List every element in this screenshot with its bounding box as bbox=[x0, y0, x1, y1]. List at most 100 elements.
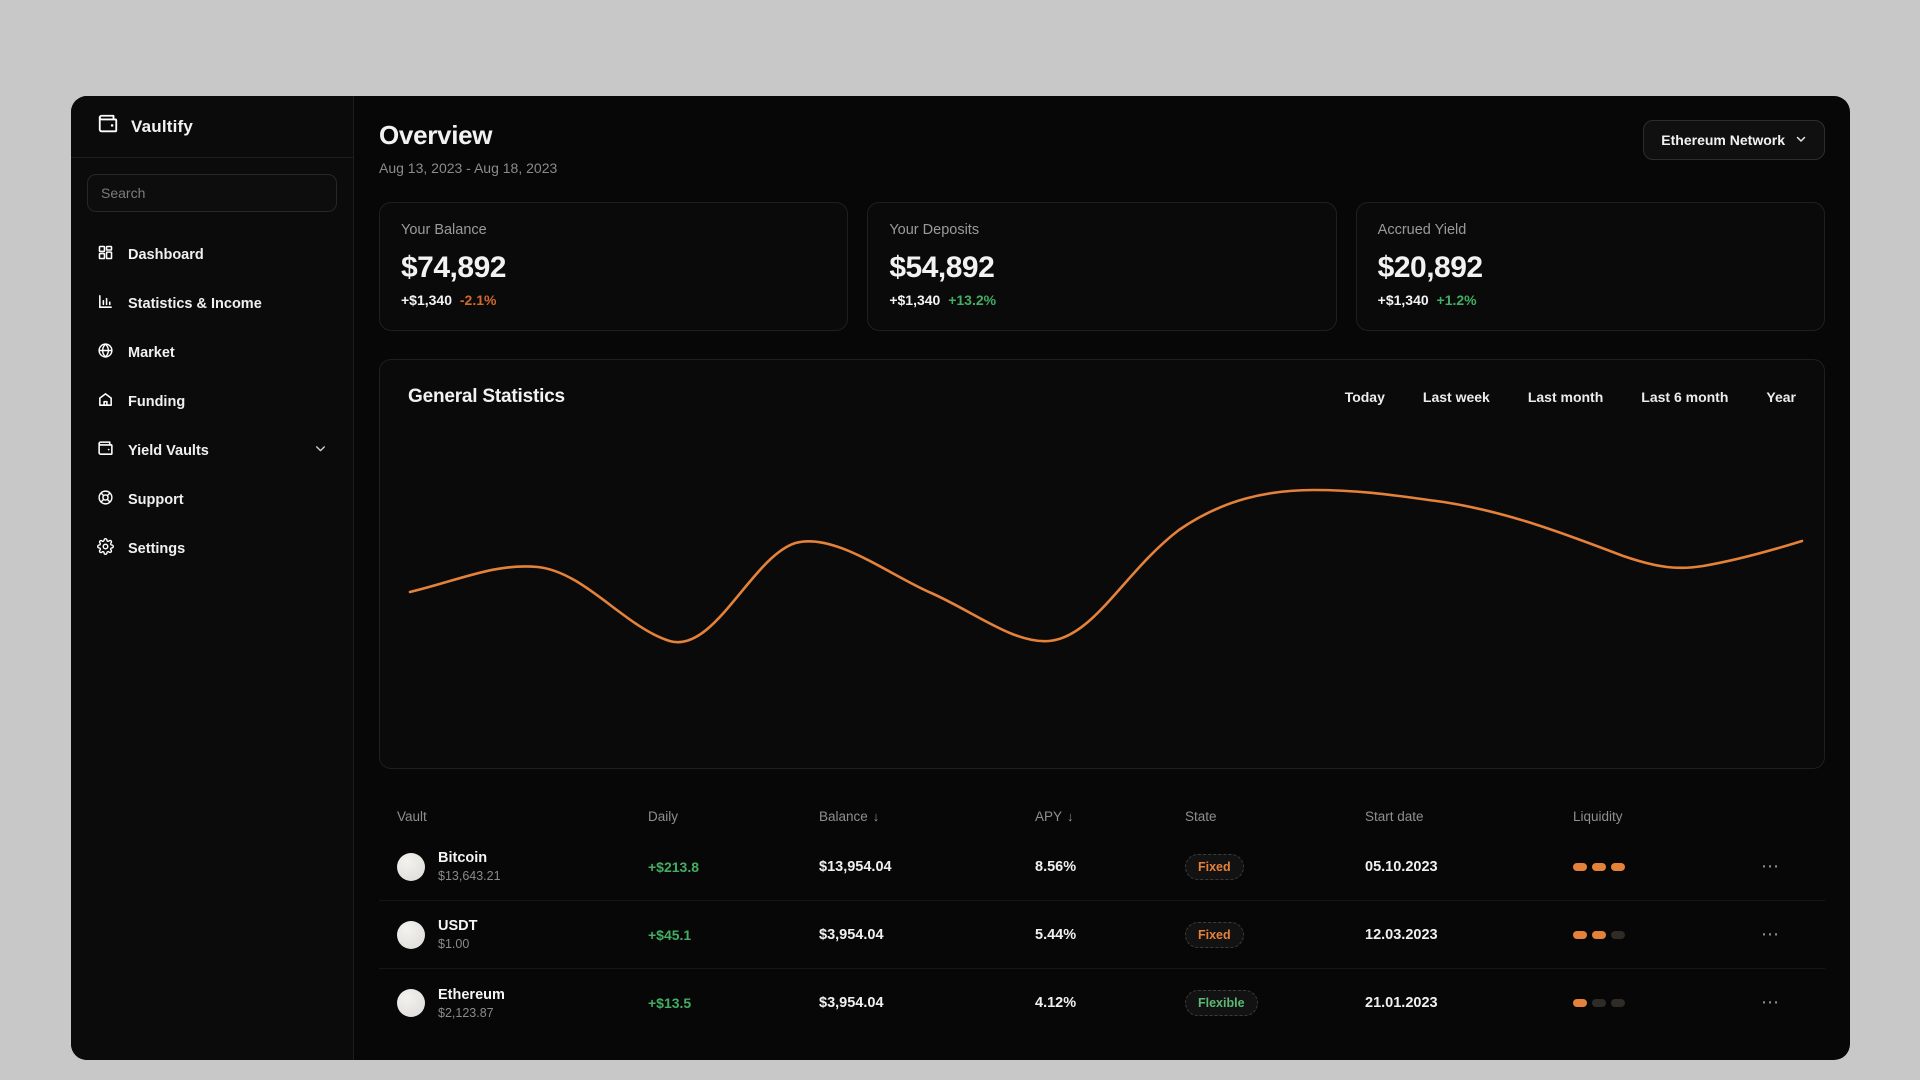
sidebar-menu: Dashboard Statistics & Income Market bbox=[71, 230, 353, 573]
sidebar-item-dashboard[interactable]: Dashboard bbox=[71, 230, 353, 279]
sidebar-item-label: Support bbox=[128, 491, 184, 508]
balance-value: $13,954.04 bbox=[819, 858, 892, 875]
liquidity-pill-active bbox=[1611, 862, 1625, 871]
brand: Vaultify bbox=[71, 96, 353, 158]
sort-desc-icon: ↓ bbox=[1067, 808, 1074, 824]
balance-value: $3,954.04 bbox=[819, 995, 884, 1011]
filter-today[interactable]: Today bbox=[1344, 389, 1385, 405]
card-delta: +$1,340 bbox=[401, 292, 452, 308]
more-options-button[interactable]: ⋯ bbox=[1761, 923, 1780, 944]
liquidity-pill-active bbox=[1592, 930, 1606, 939]
col-start-date[interactable]: Start date bbox=[1365, 808, 1424, 824]
brand-name: Vaultify bbox=[131, 116, 194, 136]
col-balance[interactable]: Balance ↓ bbox=[819, 808, 880, 824]
table-header: Vault Daily Balance ↓ APY ↓ State Start da… bbox=[379, 799, 1825, 833]
daily-change: +$213.8 bbox=[648, 858, 699, 875]
lifebuoy-icon bbox=[97, 489, 114, 510]
liquidity-indicator bbox=[1573, 999, 1743, 1007]
card-value: $74,892 bbox=[401, 251, 506, 284]
card-delta-pct: -2.1% bbox=[459, 292, 497, 308]
sidebar-item-support[interactable]: Support bbox=[71, 475, 353, 524]
daily-change: +$13.5 bbox=[648, 995, 692, 1011]
liquidity-pill-active bbox=[1573, 999, 1587, 1007]
card-delta: +$1,340 bbox=[1377, 292, 1429, 308]
card-value: $20,892 bbox=[1377, 251, 1483, 284]
liquidity-pill-inactive bbox=[1611, 930, 1625, 939]
filter-year[interactable]: Year bbox=[1766, 389, 1796, 405]
state-badge: Flexible bbox=[1185, 990, 1258, 1016]
liquidity-indicator bbox=[1573, 862, 1743, 871]
more-options-button[interactable]: ⋯ bbox=[1761, 855, 1780, 876]
state-badge: Fixed bbox=[1185, 921, 1244, 948]
section-title: General Statistics bbox=[408, 386, 565, 407]
vault-price: $2,123.87 bbox=[438, 1005, 494, 1020]
sidebar-item-market[interactable]: Market bbox=[71, 328, 353, 377]
card-delta: +$1,340 bbox=[889, 292, 941, 308]
apy-value: 5.44% bbox=[1035, 926, 1077, 943]
sidebar-item-label: Statistics & Income bbox=[128, 295, 262, 312]
line-chart bbox=[408, 488, 1804, 644]
date-range: Aug 13, 2023 - Aug 18, 2023 bbox=[379, 160, 558, 176]
stat-card-yield: Accrued Yield $20,892 +$1,340 +1.2% bbox=[1355, 202, 1825, 331]
card-delta-pct: +1.2% bbox=[1436, 292, 1477, 308]
vault-price: $13,643.21 bbox=[438, 869, 501, 883]
sidebar-item-statistics[interactable]: Statistics & Income bbox=[71, 279, 353, 328]
col-daily[interactable]: Daily bbox=[648, 808, 679, 824]
card-label: Your Balance bbox=[401, 222, 487, 238]
page-title: Overview bbox=[379, 120, 493, 150]
vault-name: Bitcoin bbox=[438, 850, 488, 866]
chevron-down-icon bbox=[314, 442, 327, 459]
start-date: 21.01.2023 bbox=[1365, 995, 1438, 1011]
bar-chart-icon bbox=[97, 293, 114, 314]
card-label: Your Deposits bbox=[889, 222, 980, 238]
sidebar-item-label: Yield Vaults bbox=[128, 442, 209, 459]
card-delta-pct: +13.2% bbox=[948, 292, 997, 308]
sidebar-item-label: Settings bbox=[128, 540, 186, 557]
vaults-table: Vault Daily Balance ↓ APY ↓ State Start da… bbox=[379, 799, 1825, 1037]
apy-value: 8.56% bbox=[1035, 858, 1077, 875]
sidebar-item-settings[interactable]: Settings bbox=[71, 524, 353, 573]
chevron-down-icon bbox=[1795, 132, 1807, 148]
coin-avatar bbox=[397, 852, 425, 881]
sidebar-item-label: Market bbox=[128, 344, 175, 361]
main-content: Overview Aug 13, 2023 - Aug 18, 2023 Eth… bbox=[354, 96, 1850, 1060]
coin-avatar bbox=[397, 920, 425, 949]
time-filters: Today Last week Last month Last 6 month … bbox=[1345, 389, 1796, 405]
filter-last-6-month[interactable]: Last 6 month bbox=[1641, 389, 1729, 405]
general-statistics-panel: General Statistics Today Last week Last … bbox=[379, 359, 1825, 769]
app-window: Vaultify Dashboard bbox=[71, 96, 1850, 1060]
network-selector-button[interactable]: Ethereum Network bbox=[1643, 120, 1825, 160]
card-value: $54,892 bbox=[889, 251, 995, 284]
col-vault[interactable]: Vault bbox=[397, 808, 427, 824]
wallet-icon bbox=[97, 440, 114, 461]
sidebar-item-label: Funding bbox=[128, 393, 186, 410]
liquidity-pill-active bbox=[1573, 862, 1587, 871]
col-liquidity[interactable]: Liquidity bbox=[1573, 808, 1623, 824]
liquidity-pill-active bbox=[1592, 862, 1606, 871]
col-apy[interactable]: APY ↓ bbox=[1035, 808, 1074, 824]
filter-last-month[interactable]: Last month bbox=[1527, 389, 1604, 405]
sidebar-item-yield-vaults[interactable]: Yield Vaults bbox=[71, 426, 353, 475]
table-row[interactable]: Ethereum $2,123.87 +$13.5 $3,954.04 4.12… bbox=[379, 969, 1825, 1037]
start-date: 05.10.2023 bbox=[1365, 858, 1438, 875]
vault-name: USDT bbox=[438, 918, 478, 934]
col-state[interactable]: State bbox=[1185, 808, 1217, 824]
vault-name: Ethereum bbox=[438, 986, 505, 1003]
gear-icon bbox=[97, 538, 114, 559]
stat-cards: Your Balance $74,892 +$1,340 -2.1% Your … bbox=[379, 202, 1825, 331]
filter-last-week[interactable]: Last week bbox=[1422, 389, 1490, 405]
card-label: Accrued Yield bbox=[1377, 222, 1467, 238]
globe-icon bbox=[97, 342, 114, 363]
liquidity-pill-active bbox=[1573, 930, 1587, 939]
more-options-button[interactable]: ⋯ bbox=[1761, 992, 1780, 1012]
balance-value: $3,954.04 bbox=[819, 926, 884, 943]
stat-card-balance: Your Balance $74,892 +$1,340 -2.1% bbox=[379, 202, 849, 331]
state-badge: Fixed bbox=[1185, 853, 1244, 880]
sidebar-item-funding[interactable]: Funding bbox=[71, 377, 353, 426]
table-row[interactable]: Bitcoin $13,643.21 +$213.8 $13,954.04 8.… bbox=[379, 833, 1825, 901]
search-input[interactable] bbox=[87, 174, 337, 212]
table-row[interactable]: USDT $1.00 +$45.1 $3,954.04 5.44% Fixed … bbox=[379, 901, 1825, 969]
start-date: 12.03.2023 bbox=[1365, 926, 1438, 943]
network-selector-label: Ethereum Network bbox=[1661, 132, 1785, 148]
sidebar: Vaultify Dashboard bbox=[71, 96, 354, 1060]
